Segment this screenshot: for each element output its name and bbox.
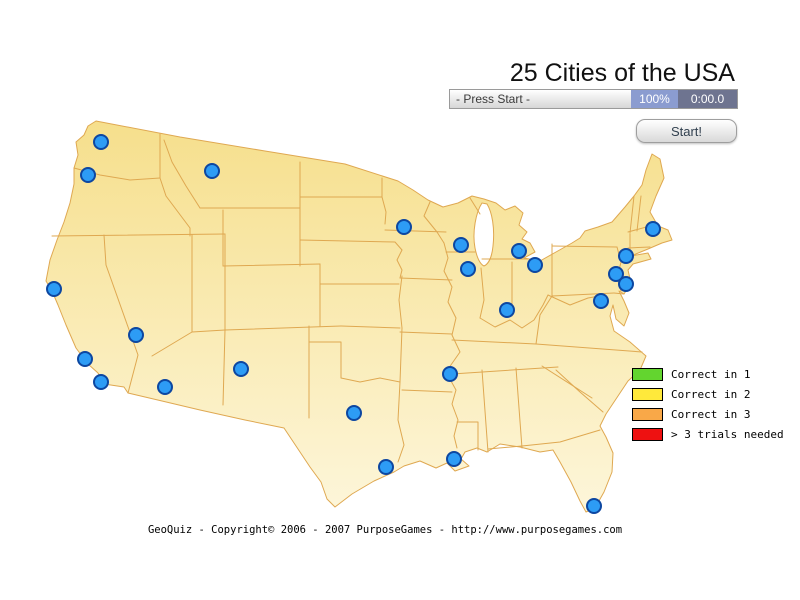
city-dot[interactable]	[93, 134, 109, 150]
status-bar: - Press Start - 100% 0:00.0	[449, 89, 738, 109]
city-dot[interactable]	[645, 221, 661, 237]
copyright-text: GeoQuiz - Copyright© 2006 - 2007 Purpose…	[147, 524, 623, 536]
city-dot[interactable]	[80, 167, 96, 183]
city-dot[interactable]	[77, 351, 93, 367]
legend-label: > 3 trials needed	[671, 427, 784, 441]
legend-label: Correct in 2	[671, 387, 751, 401]
city-dot[interactable]	[157, 379, 173, 395]
legend-swatch-correct-3	[632, 407, 663, 421]
city-dot[interactable]	[128, 327, 144, 343]
start-button[interactable]: Start!	[636, 119, 737, 143]
city-dot[interactable]	[204, 163, 220, 179]
city-dot[interactable]	[442, 366, 458, 382]
legend-row: Correct in 1	[632, 364, 784, 384]
legend-row: Correct in 2	[632, 384, 784, 404]
legend-swatch-correct-2	[632, 387, 663, 401]
city-dot[interactable]	[593, 293, 609, 309]
us-outline	[45, 120, 673, 513]
score-legend: Correct in 1 Correct in 2 Correct in 3 >…	[632, 364, 784, 444]
city-dot[interactable]	[608, 266, 624, 282]
city-dot[interactable]	[396, 219, 412, 235]
progress-percent: 100%	[631, 90, 678, 108]
city-dot[interactable]	[586, 498, 602, 514]
legend-row: > 3 trials needed	[632, 424, 784, 444]
city-dot[interactable]	[499, 302, 515, 318]
legend-swatch-failed	[632, 427, 663, 441]
city-markers	[46, 134, 661, 514]
lake-michigan	[473, 202, 495, 267]
city-dot[interactable]	[93, 374, 109, 390]
legend-swatch-correct-1	[632, 367, 663, 381]
page-title: 25 Cities of the USA	[509, 59, 735, 87]
city-dot[interactable]	[618, 276, 634, 292]
legend-label: Correct in 3	[671, 407, 751, 421]
status-message: - Press Start -	[450, 90, 631, 108]
city-dot[interactable]	[453, 237, 469, 253]
legend-label: Correct in 1	[671, 367, 751, 381]
city-dot[interactable]	[346, 405, 362, 421]
city-dot[interactable]	[460, 261, 476, 277]
city-dot[interactable]	[618, 248, 634, 264]
city-dot[interactable]	[446, 451, 462, 467]
city-dot[interactable]	[527, 257, 543, 273]
legend-row: Correct in 3	[632, 404, 784, 424]
city-dot[interactable]	[46, 281, 62, 297]
timer-display: 0:00.0	[678, 90, 737, 108]
city-dot[interactable]	[378, 459, 394, 475]
city-dot[interactable]	[233, 361, 249, 377]
city-dot[interactable]	[511, 243, 527, 259]
